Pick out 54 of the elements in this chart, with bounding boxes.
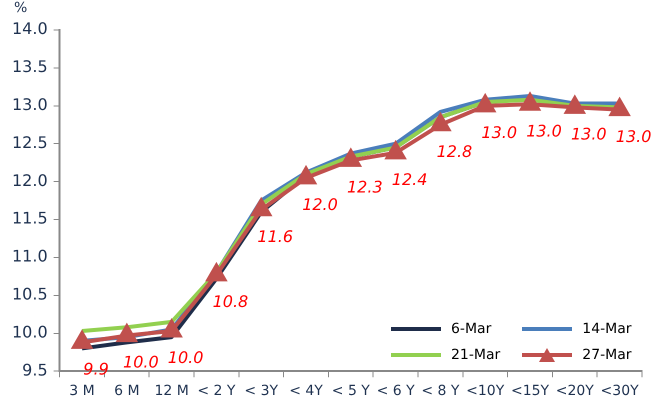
point [117,324,137,342]
x-tick-label: 6 M [114,383,140,400]
data-label: 9.9 [83,360,109,379]
data-label: 13.0 [526,121,562,140]
data-label: 13.0 [481,122,518,142]
point [475,94,495,112]
point [72,331,92,349]
data-label: 12.3 [347,178,383,197]
x-tick-label: <10Y [466,383,505,400]
point [520,93,540,111]
y-tick-label: 9.5 [22,360,48,380]
legend-label: 27-Mar [582,347,632,364]
y-tick-label: 11.0 [12,246,48,266]
x-tick-label: < 3Y [244,383,278,400]
x-tick-label: 12 M [154,383,189,400]
data-label: 12.0 [302,195,338,214]
point [296,166,316,184]
point [251,198,272,216]
legend-label: 21-Mar [451,347,500,364]
data-label: 10.0 [168,348,204,368]
data-label: 10.0 [123,352,159,372]
legend-label: 6-Mar [451,321,492,338]
point [162,320,182,338]
y-tick-label: 12.5 [12,132,48,152]
y-tick-label: 12.0 [12,170,48,190]
y-tick-label: 13.5 [12,57,48,76]
x-tick-label: < 6 Y [376,383,416,400]
y-axis-title: % [14,0,28,16]
x-tick-label: <30Y [600,383,640,400]
x-tick-label: 3 M [69,383,95,400]
x-tick-label: < 8 Y [421,383,460,400]
x-tick-label: < 2 Y [197,383,236,400]
legend-label: 14-Mar [582,321,632,338]
data-label: 13.0 [616,126,652,146]
y-tick-label: 13.0 [12,94,48,114]
x-tick-label: <20Y [556,383,594,400]
data-label: 13.0 [570,124,607,144]
y-tick-label: 14.0 [12,19,48,38]
point [565,96,585,114]
y-tick-label: 11.5 [12,208,48,228]
data-label: 10.8 [212,292,248,312]
data-label: 11.6 [257,226,294,246]
x-tick-label: < 5 Y [332,383,370,400]
point [206,264,226,282]
point [341,149,361,167]
x-tick-label: <15Y [510,383,550,400]
point [386,142,406,160]
y-tick-label: 10.5 [12,284,48,304]
x-tick-label: < 4Y [289,383,324,400]
data-label: 12.4 [392,170,428,189]
data-label: 12.8 [436,142,472,161]
point [430,114,450,132]
y-tick-label: 10.0 [12,322,48,342]
point [610,98,630,116]
